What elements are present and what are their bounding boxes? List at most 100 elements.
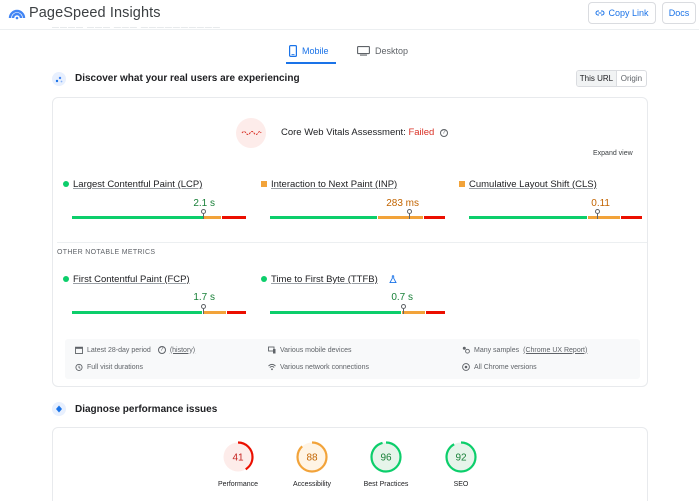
score-gauge-best-practices[interactable]: 96 — [369, 440, 403, 474]
samples-icon — [462, 346, 470, 354]
diagnose-icon — [52, 402, 66, 416]
tab-mobile[interactable]: Mobile — [289, 38, 329, 64]
gauge-arc — [222, 441, 254, 473]
metric-inp-marker — [407, 209, 412, 219]
metric-ttfb-value: 0.7 s — [391, 292, 413, 303]
wifi-icon — [268, 363, 276, 371]
pagespeed-logo-icon[interactable] — [8, 5, 26, 23]
score-label-performance: Performance — [217, 481, 259, 488]
good-segment — [270, 311, 402, 314]
expand-view-link[interactable]: Expand view — [593, 150, 633, 157]
average-segment — [587, 216, 621, 219]
metric-cls-label[interactable]: Cumulative Layout Shift (CLS) — [469, 179, 597, 190]
desktop-monitor-icon — [357, 46, 370, 56]
gauge-arc — [370, 441, 402, 473]
devices-info: Various mobile devices — [268, 346, 351, 354]
metric-ttfb-bar — [270, 311, 445, 314]
scores-card — [52, 427, 648, 501]
metric-fcp-bar — [72, 311, 246, 314]
metric-cls-bar — [469, 216, 642, 219]
copy-link-label: Copy Link — [608, 8, 649, 18]
toggle-this-url[interactable]: This URL — [577, 71, 617, 86]
score-value: 88 — [306, 453, 318, 464]
metric-cls-value: 0.11 — [591, 198, 610, 209]
top-bar: PageSpeed Insights Copy Link Docs — [0, 0, 699, 30]
score-value: 41 — [232, 453, 244, 464]
metric-inp-label[interactable]: Interaction to Next Paint (INP) — [271, 179, 398, 190]
toggle-origin[interactable]: Origin — [620, 74, 643, 83]
other-metrics-heading: OTHER NOTABLE METRICS — [57, 249, 156, 256]
good-segment — [469, 216, 587, 219]
metric-lcp-marker — [201, 209, 206, 219]
gauge-background — [297, 442, 327, 472]
score-gauge-seo[interactable]: 92 — [444, 440, 478, 474]
network-label: Various network connections — [280, 363, 369, 371]
timer-icon — [75, 363, 83, 371]
metric-fcp-value: 1.7 s — [193, 292, 215, 303]
tab-desktop[interactable]: Desktop — [357, 38, 408, 64]
score-gauge-accessibility[interactable]: 88 — [295, 440, 329, 474]
history-link[interactable]: (history) — [169, 346, 196, 354]
versions-label: All Chrome versions — [474, 363, 537, 371]
link-icon — [596, 10, 605, 16]
metric-lcp-label[interactable]: Largest Contentful Paint (LCP) — [73, 179, 203, 190]
cwv-assessment: Core Web Vitals Assessment: Failed ? — [281, 127, 448, 138]
docs-button[interactable]: Docs — [662, 2, 696, 24]
metric-lcp-value: 2.1 s — [193, 198, 215, 209]
average-segment — [402, 311, 426, 314]
poor-segment — [222, 216, 246, 219]
network-info: Various network connections — [268, 363, 369, 371]
field-data-icon — [52, 72, 66, 86]
metric-cls-marker — [595, 209, 600, 219]
metric-ttfb-label[interactable]: Time to First Byte (TTFB) — [271, 274, 378, 285]
chrome-icon — [462, 363, 470, 371]
metric-inp-value: 283 ms — [386, 198, 419, 209]
average-segment — [204, 216, 222, 219]
devices-icon — [268, 346, 276, 354]
versions-info: All Chrome versions — [462, 363, 537, 371]
poor-segment — [426, 311, 445, 314]
good-segment — [72, 311, 202, 314]
cwv-assessment-status: Failed — [408, 127, 435, 138]
poor-segment — [227, 311, 246, 314]
calendar-icon — [75, 346, 83, 354]
samples-info: Many samples (Chrome UX Report) — [462, 346, 587, 354]
durations-label: Full visit durations — [87, 363, 144, 371]
field-data-title: Discover what your real users are experi… — [75, 73, 300, 84]
good-segment — [72, 216, 204, 219]
cwv-assessment-label: Core Web Vitals Assessment: — [281, 127, 406, 138]
help-icon[interactable]: ? — [439, 129, 448, 137]
score-gauge-performance[interactable]: 41 — [221, 440, 255, 474]
average-segment — [202, 311, 227, 314]
help-icon[interactable]: ? — [157, 346, 166, 354]
diagnose-title: Diagnose performance issues — [75, 404, 218, 415]
durations-info: Full visit durations — [75, 363, 143, 371]
gauge-arc — [296, 441, 328, 473]
period-info: Latest 28-day period ? (history) — [75, 346, 195, 354]
copy-link-button[interactable]: Copy Link — [588, 2, 656, 24]
metric-lcp-bar — [72, 216, 246, 219]
chrome-ux-report-link[interactable]: (Chrome UX Report) — [523, 346, 588, 354]
experimental-flask-icon[interactable] — [389, 275, 397, 284]
metric-inp-bar — [270, 216, 445, 219]
active-tab-indicator — [286, 62, 336, 64]
gauge-background — [223, 442, 253, 472]
status-good-icon — [63, 276, 69, 282]
divider — [57, 242, 647, 243]
score-label-seo: SEO — [453, 481, 469, 488]
cwv-assessment-icon — [236, 118, 266, 148]
metric-fcp-marker — [201, 304, 206, 314]
period-label: Latest 28-day period — [87, 346, 151, 354]
metric-fcp-label[interactable]: First Contentful Paint (FCP) — [73, 274, 190, 285]
mobile-phone-icon — [289, 45, 297, 57]
url-origin-toggle[interactable]: This URL Origin — [576, 70, 647, 87]
field-data-footer — [65, 339, 640, 379]
url-input-remnant: ———— ——— ——— —————————— — [52, 24, 221, 31]
devices-label: Various mobile devices — [280, 346, 352, 354]
score-value: 92 — [455, 453, 467, 464]
score-value: 96 — [380, 453, 392, 464]
samples-label: Many samples — [474, 346, 520, 354]
app-title[interactable]: PageSpeed Insights — [29, 5, 161, 21]
gauge-background — [446, 442, 476, 472]
good-segment — [270, 216, 378, 219]
